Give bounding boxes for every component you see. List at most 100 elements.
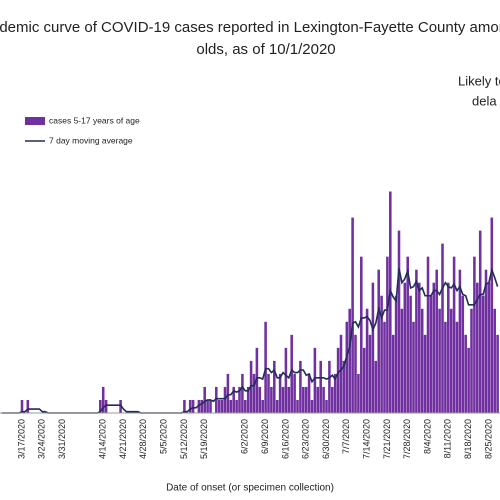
- bar: [449, 308, 453, 413]
- bar: [104, 399, 108, 413]
- bar: [26, 399, 30, 413]
- x-tick-label: 8/4/2020: [422, 419, 432, 454]
- bar: [101, 386, 105, 413]
- bar: [386, 256, 389, 413]
- bar: [226, 373, 230, 413]
- x-tick-label: 5/19/2020: [199, 419, 209, 459]
- bar: [403, 282, 407, 413]
- bar: [273, 360, 276, 413]
- bar: [203, 386, 206, 413]
- annotation: dela: [472, 93, 497, 108]
- bar: [412, 321, 415, 413]
- bar: [394, 295, 398, 413]
- x-tick-label: 6/16/2020: [280, 419, 290, 459]
- bar: [345, 321, 349, 413]
- bar: [397, 230, 401, 413]
- bar: [464, 334, 467, 413]
- bar: [238, 386, 241, 413]
- bar: [455, 321, 459, 413]
- bar: [223, 386, 227, 413]
- bar: [290, 334, 293, 413]
- bar: [377, 269, 380, 413]
- legend-label: cases 5-17 years of age: [49, 115, 140, 125]
- bar: [252, 373, 256, 413]
- bar: [241, 373, 244, 413]
- annotation: Likely to: [458, 73, 500, 88]
- bar: [383, 321, 386, 413]
- bar: [354, 334, 357, 413]
- x-tick-label: 8/18/2020: [463, 419, 473, 459]
- bar: [351, 217, 354, 413]
- bar: [333, 373, 337, 413]
- bar: [261, 399, 264, 413]
- legend-swatch: [25, 117, 45, 125]
- bar: [299, 360, 302, 413]
- bar: [200, 399, 204, 413]
- bar: [400, 308, 404, 413]
- bar: [278, 373, 282, 413]
- bar: [478, 230, 482, 413]
- bar: [438, 308, 441, 413]
- x-tick-label: 6/2/2020: [240, 419, 250, 454]
- bar: [307, 373, 311, 413]
- x-axis-title: Date of onset (or specimen collection): [166, 483, 334, 494]
- bar: [348, 308, 351, 413]
- bar: [444, 321, 447, 413]
- bar: [322, 386, 325, 413]
- bar: [232, 386, 235, 413]
- x-tick-label: 6/23/2020: [301, 419, 311, 459]
- bar: [319, 360, 322, 413]
- bar: [215, 386, 218, 413]
- bar: [452, 256, 456, 413]
- bar: [325, 399, 328, 413]
- bar: [296, 399, 299, 413]
- bar: [183, 399, 186, 413]
- bar: [365, 308, 369, 413]
- bar: [342, 360, 346, 413]
- bar: [487, 282, 491, 413]
- legend-label: 7 day moving average: [49, 135, 133, 145]
- bar: [435, 269, 438, 413]
- bar: [362, 347, 366, 413]
- bar: [217, 399, 221, 413]
- bar: [360, 256, 363, 413]
- x-tick-label: 6/9/2020: [260, 419, 270, 454]
- x-tick-label: 4/28/2020: [138, 419, 148, 459]
- bar: [470, 308, 473, 413]
- bar: [328, 360, 331, 413]
- bar: [264, 321, 267, 413]
- bar: [206, 399, 209, 413]
- bar: [255, 347, 259, 413]
- bar: [258, 386, 262, 413]
- x-tick-label: 6/30/2020: [321, 419, 331, 459]
- bar: [481, 295, 485, 413]
- bar: [441, 243, 444, 413]
- bar: [467, 347, 470, 413]
- bar: [484, 269, 488, 413]
- bar: [415, 269, 418, 413]
- chart-subtitle: olds, as of 10/1/2020: [196, 41, 335, 58]
- x-tick-label: 8/11/2020: [443, 419, 453, 458]
- bar: [371, 282, 375, 413]
- bar: [302, 386, 305, 413]
- bar: [368, 334, 372, 413]
- bar: [188, 399, 192, 413]
- bar: [310, 399, 314, 413]
- bar: [336, 347, 340, 413]
- bar: [331, 386, 334, 413]
- bar: [389, 191, 392, 413]
- bar: [409, 295, 412, 413]
- bar: [220, 399, 224, 413]
- bar: [281, 386, 285, 413]
- bar: [235, 399, 238, 413]
- bar: [380, 295, 383, 413]
- x-tick-label: 3/17/2020: [16, 419, 26, 459]
- bar: [229, 399, 233, 413]
- x-tick-label: 4/21/2020: [118, 419, 128, 459]
- bar: [496, 334, 499, 413]
- bar: [244, 399, 247, 413]
- bar: [429, 295, 433, 413]
- bar: [391, 334, 395, 413]
- bar: [99, 399, 102, 413]
